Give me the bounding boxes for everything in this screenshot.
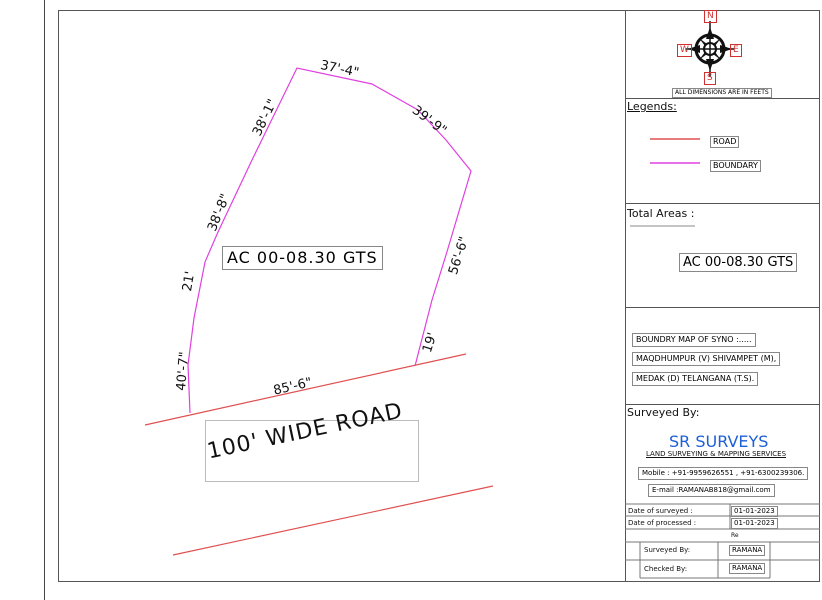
plot-area-label: AC 00-08.30 GTS	[222, 246, 383, 270]
separator	[625, 203, 820, 204]
details-table-grid	[625, 503, 820, 579]
detail-value: RAMANA	[729, 545, 766, 556]
detail-value: RAMANA	[729, 563, 766, 574]
dimensions-note: ALL DIMENSIONS ARE IN FEETS	[672, 88, 772, 98]
detail-label: Date of surveyed :	[628, 507, 693, 515]
separator	[625, 404, 820, 405]
legend-boundary-label: BOUNDARY	[710, 160, 761, 172]
company-name: SR SURVEYS	[669, 432, 769, 451]
road-label-box	[205, 420, 419, 482]
surveyor-title: Surveyed By:	[627, 406, 700, 419]
survey-info-line: MEDAK (D) TELANGANA (T.S).	[632, 372, 759, 386]
company-tagline: LAND SURVEYING & MAPPING SERVICES	[646, 450, 787, 458]
detail-value: 01-01-2023	[731, 506, 778, 517]
road-line-bottom	[172, 485, 494, 556]
total-areas-title: Total Areas :	[627, 207, 695, 220]
compass-south: S	[704, 72, 716, 85]
detail-label: Surveyed By:	[644, 546, 691, 554]
detail-value: Re	[731, 532, 739, 539]
margin-line	[44, 0, 45, 600]
survey-info-line: MAQDHUMPUR (V) SHIVAMPET (M),	[632, 352, 781, 366]
compass-icon	[686, 21, 734, 77]
detail-label: Date of processed :	[628, 519, 697, 527]
compass-west: W	[677, 44, 692, 57]
detail-label: Checked By:	[644, 565, 688, 573]
drawing-frame	[58, 10, 820, 582]
legend-road-label: ROAD	[710, 136, 740, 148]
mobile-numbers: Mobile : +91-9959626551 , +91-6300239306…	[638, 467, 809, 480]
boundary-line	[187, 67, 472, 414]
total-areas-value: AC 00-08.30 GTS	[679, 253, 798, 272]
road-line-top	[144, 353, 467, 426]
separator	[625, 307, 820, 308]
compass-east: E	[730, 44, 742, 57]
legend-title: Legends:	[627, 100, 677, 113]
title-block	[625, 10, 820, 582]
detail-value: 01-01-2023	[731, 518, 778, 529]
separator	[625, 98, 820, 99]
compass-north: N	[704, 10, 717, 23]
email-address: E-mail :RAMANAB818@gmail.com	[648, 484, 775, 497]
survey-info-line: BOUNDRY MAP OF SYNO :.....	[632, 333, 756, 347]
